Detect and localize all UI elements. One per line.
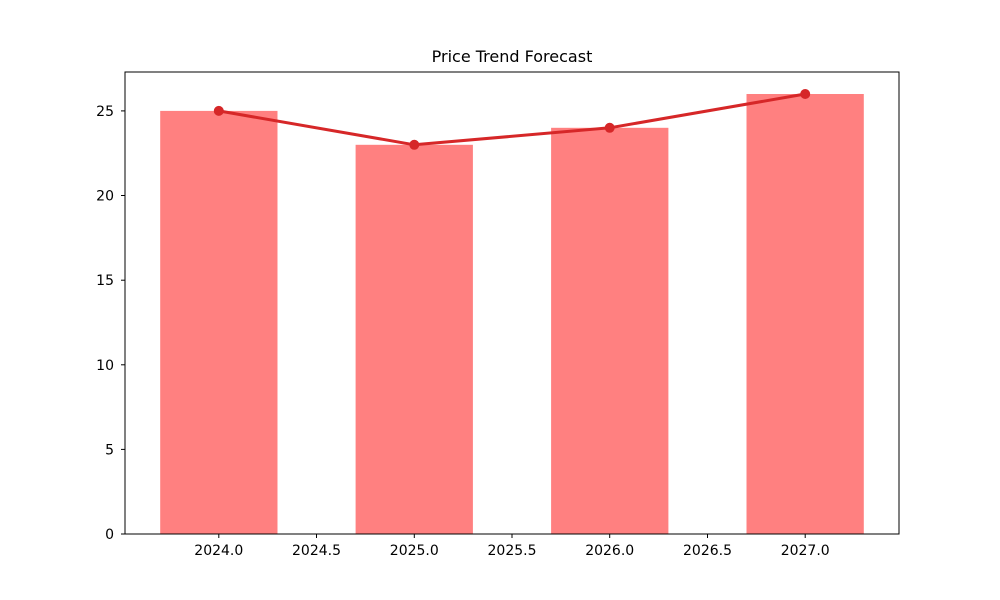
x-tick-label: 2026.5 bbox=[683, 543, 732, 559]
x-tick-label: 2025.5 bbox=[488, 543, 537, 559]
x-tick-label: 2025.0 bbox=[390, 543, 439, 559]
data-point-2025 bbox=[409, 139, 420, 150]
chart-title: Price Trend Forecast bbox=[432, 47, 593, 66]
y-tick-label: 0 bbox=[105, 527, 114, 543]
x-tick-label: 2024.0 bbox=[194, 543, 243, 559]
y-tick-label: 10 bbox=[96, 358, 114, 374]
y-tick-label: 25 bbox=[96, 104, 114, 120]
bar-2024 bbox=[160, 110, 278, 535]
x-tick-label: 2027.0 bbox=[781, 543, 830, 559]
data-point-2024 bbox=[213, 105, 224, 116]
data-point-2027 bbox=[800, 89, 811, 99]
x-tick-label: 2024.5 bbox=[292, 543, 341, 559]
y-tick-label: 15 bbox=[96, 273, 114, 289]
x-tick-label: 2026.0 bbox=[585, 543, 634, 559]
bar-2027 bbox=[746, 94, 864, 534]
y-tick-label: 5 bbox=[105, 442, 114, 458]
bar-2025 bbox=[355, 144, 473, 535]
trend-line bbox=[217, 92, 807, 147]
y-tick-label: 20 bbox=[96, 189, 114, 205]
bar-2026 bbox=[551, 127, 669, 535]
data-point-2026 bbox=[604, 122, 615, 133]
